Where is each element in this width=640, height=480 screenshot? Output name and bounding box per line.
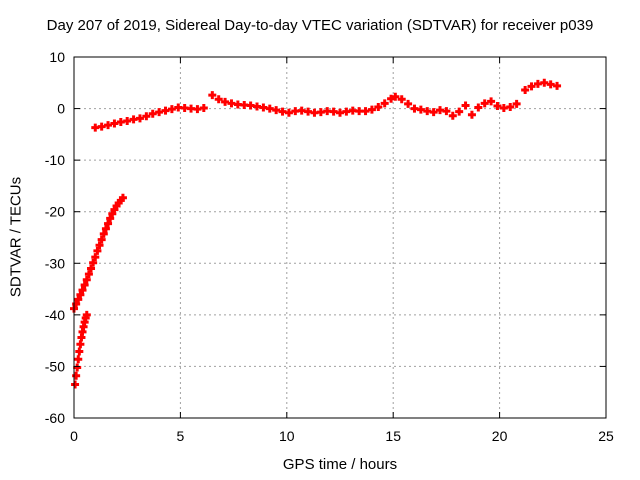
data-point [506,103,515,112]
y-tick-label: -20 [45,204,65,220]
y-tick-label: 10 [49,49,65,65]
y-tick-label: -40 [45,307,65,323]
data-point [527,82,536,91]
data-point [272,106,281,115]
data-point [474,103,483,112]
data-point [265,104,274,113]
data-point [104,121,113,130]
series-1 [71,310,91,389]
x-tick-label: 10 [279,428,295,444]
data-point [416,105,425,114]
data-point [155,108,164,117]
data-point [546,80,555,89]
data-point [106,214,115,223]
data-point [455,107,464,116]
x-tick-label: 15 [385,428,401,444]
data-point [367,105,376,114]
data-point [397,95,406,104]
data-point [72,371,81,380]
data-point [221,97,230,106]
data-point [93,246,102,255]
data-point [148,109,157,118]
data-point [374,103,383,112]
data-point [404,99,413,108]
data-point [448,111,457,120]
x-tick-label: 0 [70,428,78,444]
data-point [214,95,223,104]
series-0 [70,193,127,313]
y-tick-label: -50 [45,358,65,374]
data-point [75,347,84,356]
data-point [87,264,96,273]
data-point [442,107,451,116]
data-point [135,114,144,123]
y-tick-label: -30 [45,255,65,271]
data-point [391,92,400,101]
data-point [78,286,87,295]
data-point [123,116,132,125]
data-point [493,101,502,110]
data-point [161,106,170,115]
data-point [99,229,108,238]
data-point [387,94,396,103]
data-point [521,86,530,95]
data-point [97,122,106,131]
data-point [467,110,476,119]
data-point [76,340,85,349]
data-point [199,104,208,113]
data-point [553,81,562,90]
data-point [361,107,370,116]
data-point [487,97,496,106]
y-tick-label: 0 [57,101,65,117]
data-point [95,241,104,250]
y-tick-label: -10 [45,152,65,168]
chart-title: Day 207 of 2019, Sidereal Day-to-day VTE… [46,17,594,34]
data-point [82,275,91,284]
data-point [110,119,119,128]
data-point [74,295,83,304]
data-point [540,78,549,87]
data-point [142,112,151,121]
data-point [72,300,81,309]
data-point [74,355,83,364]
data-point [118,193,127,202]
data-point [480,99,489,108]
x-tick-label: 5 [177,428,185,444]
y-axis-label: SDTVAR / TECUs [7,176,25,298]
data-point [380,99,389,108]
data-point [80,280,89,289]
data-point [71,380,80,389]
data-point [89,258,98,267]
data-point [82,310,91,319]
data-point [76,290,85,299]
data-point [73,363,82,372]
plot-frame [73,56,607,419]
x-tick-label: 20 [492,428,508,444]
data-point [284,108,293,117]
data-point [167,105,176,114]
data-point [429,108,438,117]
y-tick-label: -60 [45,410,65,426]
data-point [97,235,106,244]
data-point [101,224,110,233]
data-point [208,91,217,100]
series-2 [91,78,562,132]
x-tick-label: 25 [598,428,614,444]
data-point [512,99,521,108]
x-axis-label: GPS time / hours [282,456,398,473]
data-point [461,101,470,110]
data-point [84,270,93,279]
data-point [104,219,113,228]
data-point [91,253,100,262]
